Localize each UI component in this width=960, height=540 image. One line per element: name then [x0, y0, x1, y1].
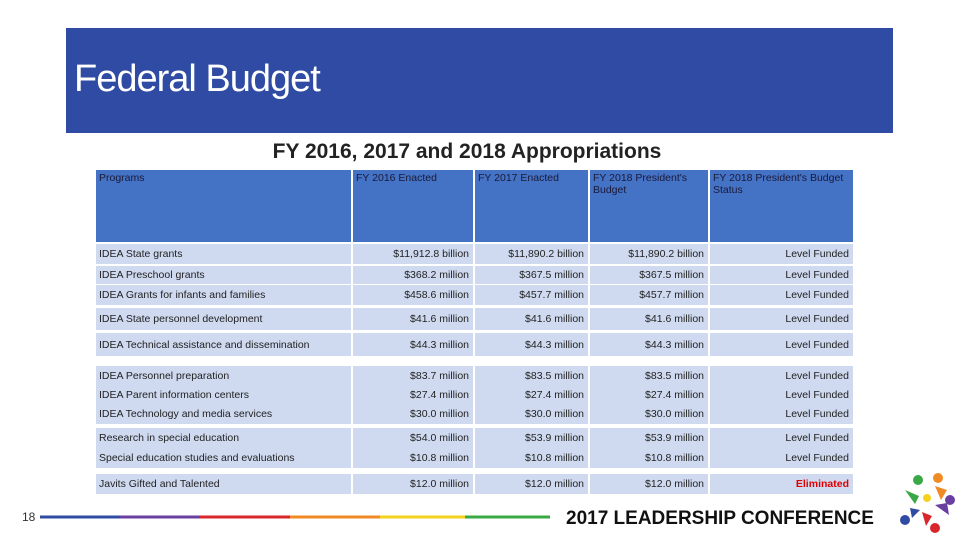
table-cell: $54.0 million	[353, 428, 473, 448]
table-cell: Eliminated	[710, 474, 853, 494]
table-cell: $458.6 million	[353, 285, 473, 305]
table-cell: $27.4 million	[353, 386, 473, 404]
table-cell: IDEA Grants for infants and families	[96, 285, 351, 305]
table-cell: IDEA Parent information centers	[96, 386, 351, 404]
column-header: FY 2017 Enacted	[475, 170, 588, 242]
table-cell: Level Funded	[710, 244, 853, 264]
table-cell: $41.6 million	[475, 308, 588, 330]
column-header: Programs	[96, 170, 351, 242]
table-cell: $44.3 million	[353, 333, 473, 356]
table-cell: $368.2 million	[353, 266, 473, 284]
column-header: FY 2018 President's Budget	[590, 170, 708, 242]
table-cell: Research in special education	[96, 428, 351, 448]
table-cell: $11,912.8 billion	[353, 244, 473, 264]
table-cell: Level Funded	[710, 333, 853, 356]
table-cell: $10.8 million	[475, 448, 588, 468]
title: Federal Budget	[74, 58, 321, 100]
table-cell: $10.8 million	[353, 448, 473, 468]
table-cell: $10.8 million	[590, 448, 708, 468]
table-cell: IDEA Personnel preparation	[96, 366, 351, 386]
column-header: FY 2016 Enacted	[353, 170, 473, 242]
table-cell: $457.7 million	[590, 285, 708, 305]
table-cell: $44.3 million	[590, 333, 708, 356]
table-cell: $53.9 million	[475, 428, 588, 448]
table-cell: $53.9 million	[590, 428, 708, 448]
column-header: FY 2018 President's Budget Status	[710, 170, 853, 242]
table-cell: Level Funded	[710, 366, 853, 386]
table-cell: $30.0 million	[353, 404, 473, 424]
table-cell: Level Funded	[710, 428, 853, 448]
table-cell: Level Funded	[710, 386, 853, 404]
table-cell: Special education studies and evaluation…	[96, 448, 351, 468]
table-cell: $83.5 million	[475, 366, 588, 386]
table-cell: $41.6 million	[353, 308, 473, 330]
page-number: 18	[22, 510, 36, 524]
subtitle: FY 2016, 2017 and 2018 Appropriations	[272, 140, 662, 163]
table-cell: $27.4 million	[475, 386, 588, 404]
table-cell: IDEA State personnel development	[96, 308, 351, 330]
table-cell: $41.6 million	[590, 308, 708, 330]
table-cell: $12.0 million	[353, 474, 473, 494]
table-cell: IDEA Technical assistance and disseminat…	[96, 333, 351, 356]
table-cell: $12.0 million	[590, 474, 708, 494]
table-cell: IDEA Preschool grants	[96, 266, 351, 284]
table-cell: IDEA Technology and media services	[96, 404, 351, 424]
table-cell: Level Funded	[710, 448, 853, 468]
table-cell: $457.7 million	[475, 285, 588, 305]
table-cell: $83.5 million	[590, 366, 708, 386]
table-cell: Level Funded	[710, 266, 853, 284]
table-cell: Javits Gifted and Talented	[96, 474, 351, 494]
table-cell: IDEA State grants	[96, 244, 351, 264]
table-cell: $44.3 million	[475, 333, 588, 356]
table-cell: Level Funded	[710, 285, 853, 305]
table-cell: Level Funded	[710, 308, 853, 330]
table-cell: $367.5 million	[475, 266, 588, 284]
table-cell: $27.4 million	[590, 386, 708, 404]
table-cell: $367.5 million	[590, 266, 708, 284]
table-cell: $11,890.2 billion	[590, 244, 708, 264]
table-cell: Level Funded	[710, 404, 853, 424]
conference-name: 2017 LEADERSHIP CONFERENCE	[566, 508, 874, 529]
table-cell: $12.0 million	[475, 474, 588, 494]
table-cell: $83.7 million	[353, 366, 473, 386]
table-cell: $30.0 million	[590, 404, 708, 424]
table-cell: $11,890.2 billion	[475, 244, 588, 264]
table-cell: $30.0 million	[475, 404, 588, 424]
title-band: Federal Budget	[66, 28, 893, 133]
